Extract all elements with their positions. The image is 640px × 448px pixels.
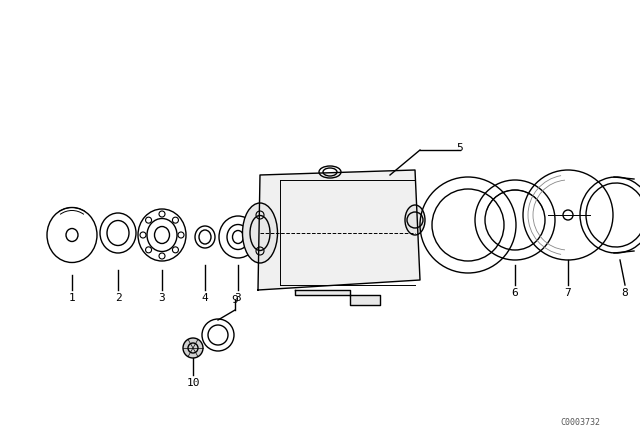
Text: 6: 6 xyxy=(511,288,518,298)
Ellipse shape xyxy=(405,205,425,235)
Text: 4: 4 xyxy=(202,293,209,303)
Text: 5: 5 xyxy=(456,143,463,153)
Text: 10: 10 xyxy=(186,378,200,388)
Polygon shape xyxy=(258,170,420,290)
Text: 3: 3 xyxy=(235,293,241,303)
Text: 3: 3 xyxy=(159,293,165,303)
Text: 8: 8 xyxy=(621,288,628,298)
Text: C0003732: C0003732 xyxy=(560,418,600,426)
Polygon shape xyxy=(295,290,380,305)
Text: 1: 1 xyxy=(68,293,76,303)
Ellipse shape xyxy=(243,203,278,263)
Text: 7: 7 xyxy=(564,288,572,298)
Circle shape xyxy=(183,338,203,358)
Text: 2: 2 xyxy=(115,293,122,303)
Text: 9: 9 xyxy=(232,295,238,305)
